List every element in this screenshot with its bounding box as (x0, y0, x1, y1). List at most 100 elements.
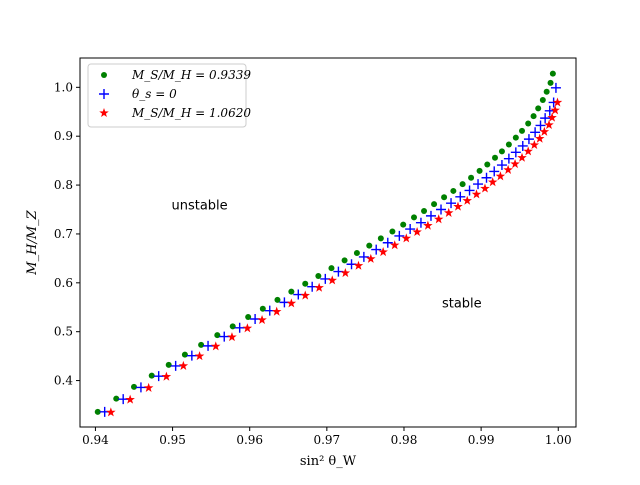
data-point (405, 224, 416, 235)
data-point (113, 395, 120, 402)
data-point (353, 250, 360, 257)
y-tick-label: 0.4 (54, 374, 73, 388)
data-point (181, 351, 188, 358)
data-point (412, 226, 422, 237)
legend-entry: M_S/M_H = 0.9339 (101, 68, 251, 82)
y-tick-label: 0.8 (54, 178, 73, 192)
data-point (498, 148, 505, 155)
y-tick-label: 0.7 (54, 227, 73, 241)
legend: M_S/M_H = 0.9339 θ_s = 0 M_S/M_H = 1.0620 (87, 63, 251, 128)
data-point (94, 408, 101, 415)
data-point (118, 394, 129, 405)
data-point (130, 383, 137, 390)
data-point (480, 183, 490, 193)
x-tick-label: 1.00 (545, 433, 572, 447)
data-point (415, 217, 426, 228)
data-point (366, 253, 376, 263)
data-point (489, 166, 500, 177)
series-2 (99, 82, 561, 417)
y-tick-label: 0.6 (54, 276, 73, 290)
y-axis-label: M_H/M_Z (25, 209, 40, 275)
data-point (535, 120, 546, 131)
data-point (214, 332, 221, 339)
data-point (484, 161, 491, 168)
data-point (400, 221, 407, 228)
data-point (550, 82, 561, 93)
data-point (464, 185, 475, 196)
x-tick-label: 0.98 (391, 433, 418, 447)
data-point (245, 314, 252, 321)
data-point (550, 105, 560, 115)
data-point (543, 88, 550, 95)
data-point (227, 332, 237, 342)
data-point (211, 341, 221, 351)
data-point (161, 371, 172, 381)
x-tick-label: 0.94 (82, 433, 109, 447)
data-point (178, 360, 189, 370)
data-point (535, 105, 542, 112)
data-point (503, 164, 513, 174)
annotation-stable: stable (442, 296, 482, 311)
data-point (492, 154, 499, 161)
data-point (517, 152, 527, 162)
data-point (165, 361, 172, 368)
data-point (481, 172, 492, 183)
data-point (341, 257, 348, 264)
axes: 0.94 0.95 0.96 0.97 0.98 0.99 1.00 0.4 0.5 0.6 0.7… (25, 57, 577, 469)
data-point (271, 306, 282, 316)
data-point (328, 265, 335, 272)
data-point (302, 280, 309, 287)
data-point (450, 187, 457, 194)
data-point (547, 79, 554, 86)
data-point (473, 179, 484, 190)
data-point (198, 341, 205, 348)
data-point (257, 314, 267, 325)
data-point (125, 394, 135, 404)
data-point (170, 360, 181, 371)
data-point (530, 113, 537, 120)
data-point (540, 113, 551, 124)
data-point (525, 120, 532, 127)
data-point (234, 322, 245, 333)
data-point (106, 407, 116, 417)
data-point (143, 382, 154, 392)
data-point (476, 167, 483, 174)
data-point (394, 230, 405, 241)
axes-frame (79, 57, 577, 428)
data-point (468, 174, 475, 181)
data-point (530, 127, 541, 138)
data-point (327, 275, 338, 285)
data-point (353, 260, 364, 270)
data-point (377, 235, 384, 242)
data-point (229, 323, 236, 330)
data-point (423, 220, 433, 230)
y-tick-label: 1.0 (54, 80, 73, 94)
data-point (259, 305, 266, 312)
legend-entry: M_S/M_H = 1.0620 (99, 106, 251, 120)
series-1 (94, 70, 556, 415)
x-tick-label: 0.97 (313, 433, 340, 447)
y-tick-label: 0.9 (54, 129, 73, 143)
data-point (503, 153, 514, 164)
data-point (411, 214, 418, 221)
data-point (186, 350, 197, 361)
data-point (487, 177, 498, 187)
data-point (549, 70, 556, 77)
legend-entry: θ_s = 0 (99, 87, 177, 101)
data-point (425, 210, 436, 221)
data-point (315, 272, 322, 279)
data-point (510, 147, 521, 158)
data-point (436, 204, 447, 215)
legend-label: M_S/M_H = 1.0620 (131, 106, 251, 120)
x-tick-label: 0.95 (159, 433, 186, 447)
data-point (523, 134, 534, 145)
data-point (340, 268, 351, 278)
data-point (148, 372, 155, 379)
data-point (401, 233, 412, 243)
plot-area: unstable stable (94, 70, 563, 417)
legend-marker (99, 89, 109, 99)
data-point (547, 112, 557, 122)
data-point (512, 134, 519, 141)
data-point (496, 160, 507, 171)
